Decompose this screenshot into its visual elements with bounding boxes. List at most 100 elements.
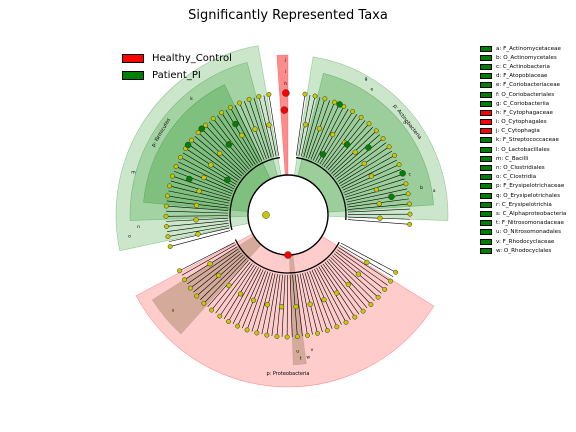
key-swatch — [480, 146, 492, 153]
order-node — [237, 291, 244, 297]
key-item-q: q: O_Erysipelotrichales — [480, 191, 566, 200]
tree-branch — [191, 139, 241, 179]
tree-branch — [234, 105, 263, 162]
key-label: k: F_Streptococcaceae — [496, 137, 559, 144]
key-label: e: F_Coriobacteriaceae — [496, 82, 561, 89]
key-swatch — [480, 192, 492, 199]
phylum-arc — [295, 156, 347, 221]
tree-branch — [296, 94, 306, 156]
leaf-node — [254, 330, 260, 336]
leaf-node — [210, 116, 216, 122]
leaf-node — [182, 277, 187, 283]
legend-item-patient-pi: Patient_PI — [122, 67, 232, 84]
tree-branch — [297, 274, 308, 336]
key-item-v: v: F_Rhodocyclaceae — [480, 237, 566, 246]
enriched-node-patient-pi — [343, 141, 351, 148]
leaf-node — [195, 129, 201, 135]
enriched-node-healthy-control — [284, 251, 292, 259]
leaf-node — [189, 137, 195, 143]
phylum-label: p: Proteobacteria — [266, 371, 309, 377]
clade-letter: t — [300, 355, 302, 361]
taxa-key: a: F_Actinomycetaceae b: O_Actinomycetale… — [480, 44, 566, 255]
clade-letter: k — [190, 96, 193, 102]
tree-branch — [314, 268, 342, 325]
tree-branch — [258, 96, 274, 157]
tree-branch — [271, 274, 281, 336]
tree-branch — [336, 142, 387, 180]
order-node — [216, 150, 223, 157]
tree-branch — [200, 256, 246, 300]
leaf-node — [358, 114, 364, 120]
tree-branch — [203, 258, 247, 304]
clade-letter: g — [365, 77, 368, 82]
key-item-m: m: C_Bacilli — [480, 154, 566, 163]
leaf-node — [202, 122, 208, 128]
leaf-node — [380, 136, 386, 142]
leaf-node — [403, 181, 409, 187]
tree-branch — [347, 193, 409, 205]
order-node — [201, 174, 207, 181]
key-swatch — [480, 183, 492, 190]
tree-branch — [312, 104, 340, 161]
key-label: w: O_Rhodocyclales — [496, 247, 552, 254]
clade-letter: j — [284, 57, 286, 63]
key-swatch — [480, 229, 492, 236]
key-swatch — [480, 210, 492, 217]
key-item-l: l: O_Lactobacillales — [480, 145, 566, 154]
tree-branch — [248, 99, 270, 159]
leaf-node — [315, 330, 320, 336]
tree-branch — [289, 274, 293, 337]
leaf-node — [396, 162, 402, 168]
order-node — [355, 271, 362, 277]
cytophagia-sector — [276, 54, 289, 176]
leaf-node — [382, 286, 388, 292]
tree-branch — [253, 97, 272, 158]
leaf-node — [201, 300, 207, 306]
key-swatch — [480, 82, 492, 89]
tree-branch — [309, 270, 333, 329]
key-label: b: O_Actinomycetales — [496, 54, 557, 61]
tree-branch — [256, 272, 273, 334]
order-node — [373, 186, 380, 193]
key-swatch — [480, 238, 492, 245]
leaf-node — [169, 173, 175, 179]
tree-branch — [246, 271, 269, 331]
order-node — [226, 282, 232, 289]
tree-branch — [347, 219, 410, 225]
tree-branch — [344, 173, 404, 196]
tree-branch — [347, 203, 410, 210]
key-label: c: C_Actinobacteria — [496, 63, 550, 70]
leaf-node — [343, 319, 349, 325]
key-item-c: c: C_Actinobacteria — [480, 62, 566, 71]
order-node — [278, 304, 285, 310]
tree-branch — [167, 222, 229, 232]
tree-branch — [266, 274, 278, 336]
order-node — [193, 202, 200, 209]
key-swatch — [480, 165, 492, 172]
order-node — [215, 272, 222, 279]
order-node — [207, 261, 213, 267]
key-item-g: g: C_Coriobacteriia — [480, 99, 566, 108]
leaf-node — [219, 110, 225, 116]
key-item-u: u: O_Nitrosomonadales — [480, 228, 566, 237]
tree-branch — [166, 220, 229, 227]
key-item-j: j: C_Cytophagia — [480, 127, 566, 136]
key-swatch — [480, 247, 492, 254]
tree-branch — [167, 195, 229, 206]
key-item-f: f: O_Coriobacteriales — [480, 90, 566, 99]
key-swatch — [480, 100, 492, 107]
leaf-node — [237, 100, 242, 106]
tree-branch — [201, 128, 246, 173]
leaf-node — [334, 324, 340, 330]
chart-title: Significantly Represented Taxa — [188, 8, 388, 23]
leaf-node — [375, 294, 381, 300]
enriched-node-patient-pi — [184, 141, 192, 149]
phylum-arc — [229, 156, 281, 231]
tree-branch — [193, 252, 242, 293]
tree-branch — [239, 102, 265, 161]
cladogram-root-ring — [247, 174, 329, 256]
tree-branch — [179, 242, 235, 272]
key-label: q: O_Erysipelotrichales — [496, 192, 561, 199]
leaf-node — [246, 96, 252, 102]
healthy-control-swatch — [122, 54, 144, 63]
